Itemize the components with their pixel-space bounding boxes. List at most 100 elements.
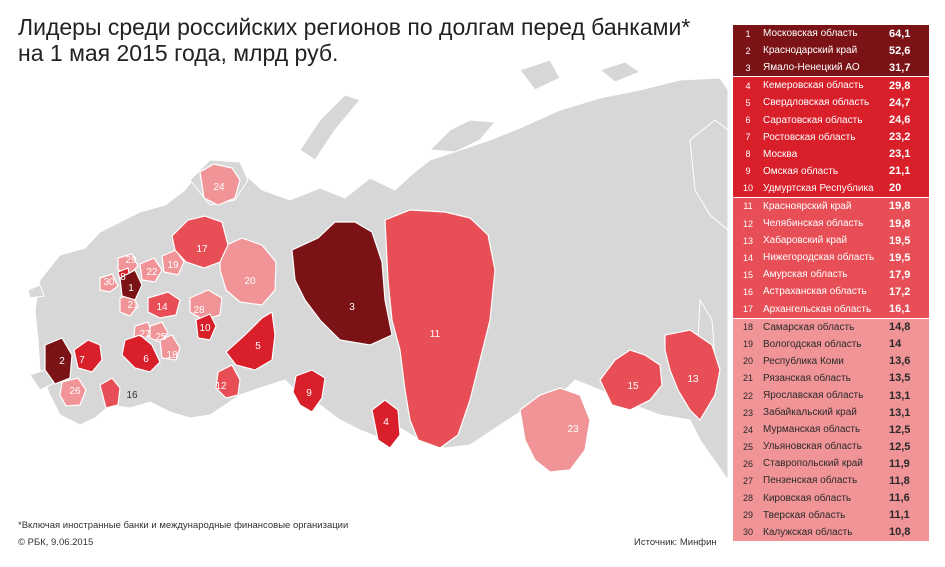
ranking-row: 15 Амурская область 17,9 [733, 266, 929, 284]
ranking-region-name: Амурская область [763, 269, 848, 281]
ranking-region-name: Красноярский край [763, 200, 852, 212]
ranking-value: 21,1 [889, 165, 911, 178]
ranking-value: 11,8 [889, 474, 910, 487]
region-label-14: 14 [156, 302, 168, 313]
region-shape-11 [384, 209, 496, 449]
ranking-rank: 5 [745, 97, 751, 108]
ranking-region-name: Мурманская область [763, 424, 861, 436]
ranking-region-name: Свердловская область [763, 97, 870, 109]
ranking-rank: 8 [745, 149, 751, 160]
region-label-19: 19 [167, 260, 179, 271]
ranking-rank: 30 [742, 527, 753, 538]
base-landmass [689, 119, 729, 232]
region-shape-9 [292, 369, 326, 413]
ranking-region-name: Ямало-Ненецкий АО [763, 62, 860, 74]
ranking-value: 14 [889, 338, 902, 351]
ranking-region-name: Пензенская область [763, 475, 858, 487]
ranking-region-name: Москва [763, 148, 798, 160]
ranking-row: 6 Саратовская область 24,6 [733, 111, 929, 129]
ranking-value: 11,1 [889, 509, 910, 522]
ranking-region-name: Астраханская область [763, 286, 867, 298]
region-shape-15 [599, 349, 663, 411]
ranking-rank: 4 [745, 80, 751, 91]
ranking-value: 10,8 [889, 526, 911, 539]
region-label-9: 9 [306, 388, 312, 399]
ranking-rank: 6 [745, 115, 751, 126]
ranking-value: 20 [889, 182, 902, 195]
ranking-region-name: Саратовская область [763, 114, 863, 126]
region-label-4: 4 [383, 417, 389, 428]
region-label-25: 25 [155, 332, 167, 343]
ranking-rank: 16 [742, 286, 753, 297]
region-label-22: 22 [146, 267, 158, 278]
region-label-8: 8 [120, 272, 126, 283]
ranking-rank: 17 [742, 304, 753, 315]
region-label-5: 5 [255, 341, 261, 352]
ranking-row: 12 Челябинская область 19,8 [733, 215, 929, 233]
ranking-rank: 10 [742, 183, 753, 194]
ranking-row: 7 Ростовская область 23,2 [733, 128, 929, 146]
ranking-rank: 1 [745, 28, 751, 39]
ranking-value: 13,5 [889, 372, 911, 385]
ranking-value: 19,5 [889, 234, 911, 247]
ranking-region-name: Ставропольский край [763, 458, 863, 470]
region-shape-26 [59, 377, 87, 407]
ranking-row: 4 Кемеровская область 29,8 [733, 77, 929, 95]
ranking-value: 19,8 [889, 200, 911, 213]
ranking-rank: 22 [742, 390, 753, 401]
ranking-value: 19,8 [889, 217, 911, 230]
ranking-row: 28 Кировская область 11,6 [733, 489, 929, 507]
region-shape-20 [219, 237, 277, 306]
region-shape-23 [519, 387, 591, 473]
ranking-rank: 18 [742, 322, 753, 333]
ranking-row: 26 Ставропольский край 11,9 [733, 455, 929, 473]
ranking-region-name: Краснодарский край [763, 45, 858, 57]
ranking-row: 10 Удмуртская Республика 20 [733, 179, 929, 197]
region-shape-1 [119, 269, 143, 301]
ranking-row: 24 Мурманская область 12,5 [733, 421, 929, 439]
ranking-rank: 28 [742, 493, 753, 504]
ranking-row: 1 Московская область 64,1 [733, 25, 929, 43]
ranking-row: 16 Астраханская область 17,2 [733, 283, 929, 301]
ranking-region-name: Архангельская область [763, 303, 872, 315]
region-label-28: 28 [193, 305, 205, 316]
ranking-row: 27 Пензенская область 11,8 [733, 472, 929, 490]
ranking-value: 24,7 [889, 96, 911, 109]
ranking-value: 13,1 [889, 406, 911, 419]
region-label-18: 18 [166, 350, 178, 361]
region-shape-5 [225, 311, 276, 371]
ranking-value: 12,5 [889, 423, 911, 436]
ranking-row: 20 Республика Коми 13,6 [733, 352, 929, 370]
ranking-region-name: Омская область [763, 165, 839, 177]
chart-title: Лидеры среди российских регионов по долг… [18, 14, 718, 66]
region-shape-17 [171, 215, 229, 269]
ranking-row: 22 Ярославская область 13,1 [733, 386, 929, 405]
ranking-row: 8 Москва 23,1 [733, 145, 929, 163]
title-line-1: Лидеры среди российских регионов по долг… [18, 14, 691, 40]
ranking-region-name: Вологодская область [763, 338, 862, 350]
base-landmass [299, 94, 361, 161]
ranking-rank: 3 [745, 62, 751, 73]
ranking-rank: 7 [745, 132, 751, 143]
region-label-21: 21 [127, 300, 139, 311]
ranking-region-name: Калужская область [763, 526, 853, 538]
region-label-13: 13 [687, 374, 699, 385]
region-label-11: 11 [430, 329, 441, 340]
ranking-row: 29 Тверская область 11,1 [733, 506, 929, 524]
ranking-rank: 12 [742, 218, 753, 229]
ranking-region-name: Удмуртская Республика [763, 182, 874, 194]
ranking-rank: 14 [742, 252, 753, 263]
region-label-20: 20 [244, 276, 256, 287]
base-landmass [428, 119, 497, 153]
ranking-region-name: Ярославская область [763, 390, 864, 402]
ranking-value: 12,5 [889, 440, 911, 453]
region-label-15: 15 [627, 381, 639, 392]
region-label-17: 17 [196, 244, 208, 255]
ranking-value: 13,6 [889, 355, 911, 368]
base-landmass [519, 59, 561, 91]
ranking-rank: 9 [745, 166, 751, 177]
ranking-rank: 23 [742, 407, 753, 418]
region-shape-18 [159, 334, 181, 361]
region-label-29: 29 [125, 255, 137, 266]
ranking-value: 14,8 [889, 321, 911, 334]
